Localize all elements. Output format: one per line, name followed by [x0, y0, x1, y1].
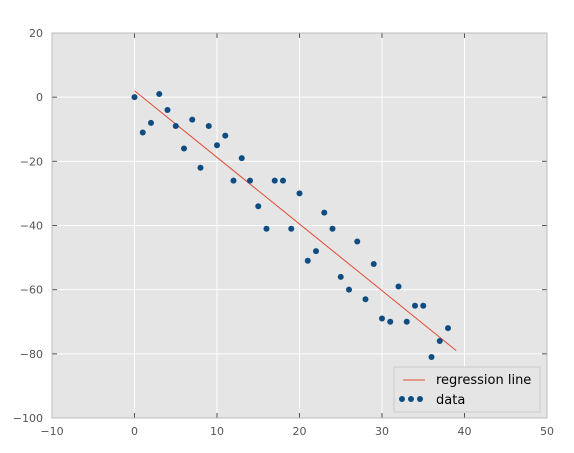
data-point: [403, 318, 410, 325]
data-point: [238, 155, 245, 162]
data-point: [181, 145, 187, 152]
x-tick-label: −10: [40, 425, 63, 438]
data-point: [337, 273, 344, 280]
data-point: [428, 354, 435, 361]
y-tick-label: −40: [20, 220, 43, 233]
x-tick-label: 30: [375, 425, 389, 438]
data-point: [379, 315, 385, 322]
data-point: [288, 225, 295, 232]
legend-label-data: data: [436, 393, 465, 408]
data-point: [230, 177, 237, 184]
data-point: [148, 119, 154, 126]
y-tick-label: −60: [20, 284, 43, 297]
data-point: [395, 283, 402, 290]
data-point: [329, 225, 336, 232]
data-point: [139, 129, 146, 136]
data-point: [255, 203, 262, 210]
data-point: [354, 238, 361, 245]
legend-point-swatch-1: [399, 396, 405, 402]
data-point: [197, 164, 204, 171]
data-point: [280, 177, 286, 184]
data-point: [164, 107, 171, 113]
data-point: [304, 257, 311, 264]
data-point: [263, 225, 270, 232]
y-tick-label: 0: [36, 91, 43, 104]
regression-line-layer: [134, 90, 457, 352]
data-point: [222, 132, 229, 139]
data-point: [420, 302, 427, 309]
data-point: [131, 94, 138, 101]
data-point: [189, 116, 196, 123]
data-point: [370, 261, 377, 267]
data-point: [436, 338, 443, 344]
data-point: [296, 190, 303, 197]
legend-box: [393, 366, 541, 413]
data-point: [172, 123, 179, 130]
data-point: [346, 286, 352, 293]
y-tick-label: −20: [20, 155, 43, 168]
plot-frame: [51, 32, 548, 419]
data-point: [205, 123, 212, 130]
regression-line: [134, 90, 457, 352]
data-point: [214, 142, 220, 149]
legend-point-swatch-3: [417, 396, 423, 402]
data-point: [362, 296, 369, 303]
data-point: [445, 325, 451, 332]
y-tick-label: 20: [29, 27, 43, 40]
data-point: [247, 177, 253, 184]
y-tick-label: −80: [20, 348, 43, 361]
x-tick-label: 40: [458, 425, 472, 438]
data-point: [156, 90, 163, 97]
legend-point-swatch-2: [408, 396, 414, 402]
data-point: [313, 248, 319, 255]
x-tick-label: 10: [210, 425, 224, 438]
data-point: [321, 209, 328, 216]
x-tick-label: 0: [131, 425, 138, 438]
y-tick-label: −100: [13, 412, 43, 425]
x-tick-label: 20: [293, 425, 307, 438]
legend-label-regression-line: regression line: [436, 373, 531, 388]
data-point: [271, 177, 278, 184]
x-tick-label: 50: [540, 425, 554, 438]
data-point: [412, 302, 418, 309]
data-point: [387, 318, 394, 325]
legend: regression line data: [393, 366, 541, 413]
